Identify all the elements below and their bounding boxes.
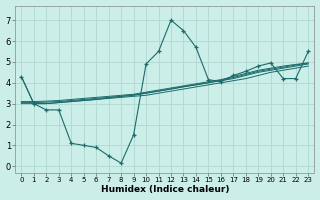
X-axis label: Humidex (Indice chaleur): Humidex (Indice chaleur) [100, 185, 229, 194]
